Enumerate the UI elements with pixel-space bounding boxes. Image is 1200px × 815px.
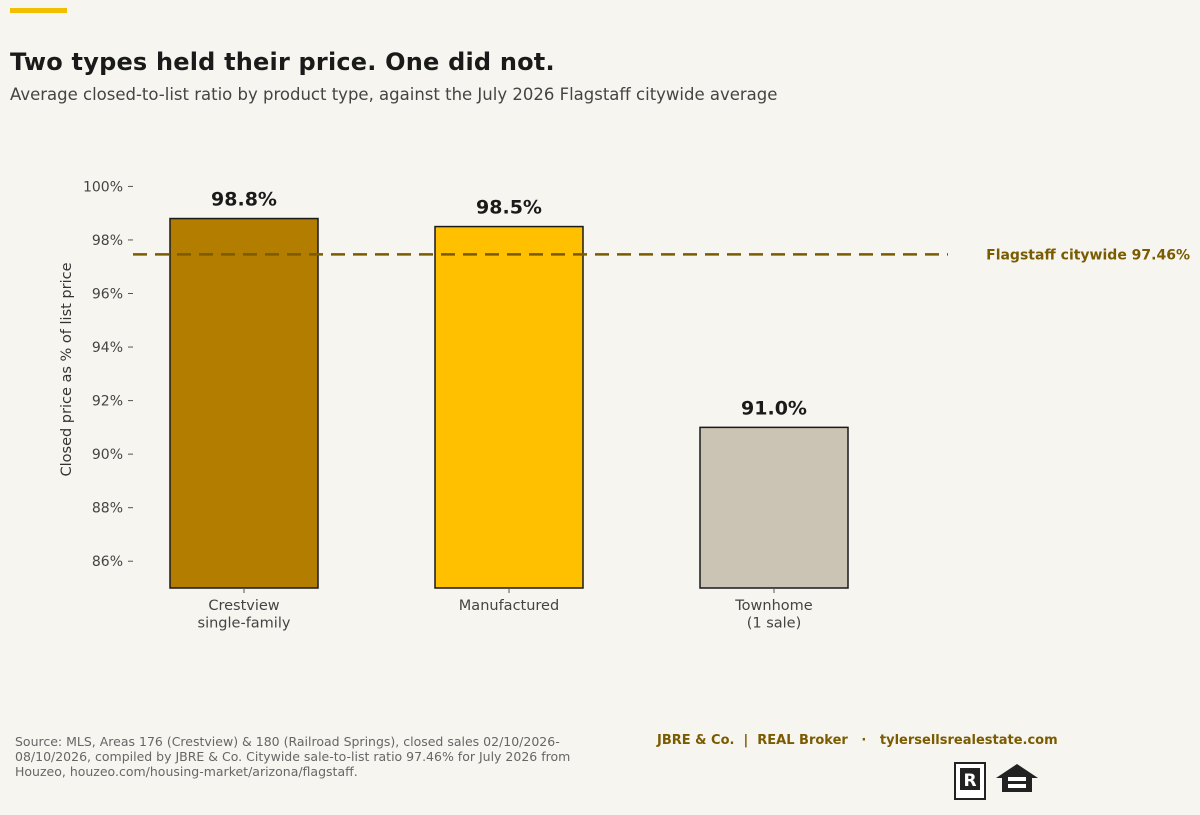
y-tick-label: 100% [83,179,123,195]
x-tick-label: Townhome [734,598,812,614]
chart-title: Two types held their price. One did not. [10,48,555,76]
y-tick-label: 90% [92,447,123,463]
accent-bar [10,8,67,13]
source-note: Source: MLS, Areas 176 (Crestview) & 180… [15,734,571,779]
x-tick-label: (1 sale) [747,616,802,632]
y-tick-label: 92% [92,394,123,410]
bar-chart: 86% 88% 90% 92% 94% 96% 98% 100% Closed price as… [59,179,1190,632]
bar-value-label: 91.0% [741,397,807,419]
y-tick-label: 98% [92,233,123,249]
bar-value-label: 98.5% [476,197,542,219]
bar [169,217,319,589]
y-tick-label: 96% [92,287,123,303]
y-tick-label: 94% [92,340,123,356]
bar [434,225,584,589]
chart-subtitle: Average closed-to-list ratio by product … [10,85,778,104]
bar [699,426,849,589]
reference-line-label: Flagstaff citywide 97.46% [986,247,1190,263]
equal-housing-opportunity-logo [996,764,1038,792]
svg-text:R: R [963,771,976,791]
logos: R [954,762,1040,806]
brand-line: JBRE & Co. | REAL Broker · tylersellsrea… [657,733,1058,748]
y-axis-label: Closed price as % of list price [59,262,75,476]
x-tick-label: single-family [198,616,291,632]
x-tick-label: Crestview [208,598,279,614]
x-tick-label: Manufactured [459,598,559,614]
y-tick-label: 86% [92,554,123,570]
y-tick-label: 88% [92,501,123,517]
bar-value-label: 98.8% [211,189,277,211]
realtor-logo: R [954,762,986,800]
